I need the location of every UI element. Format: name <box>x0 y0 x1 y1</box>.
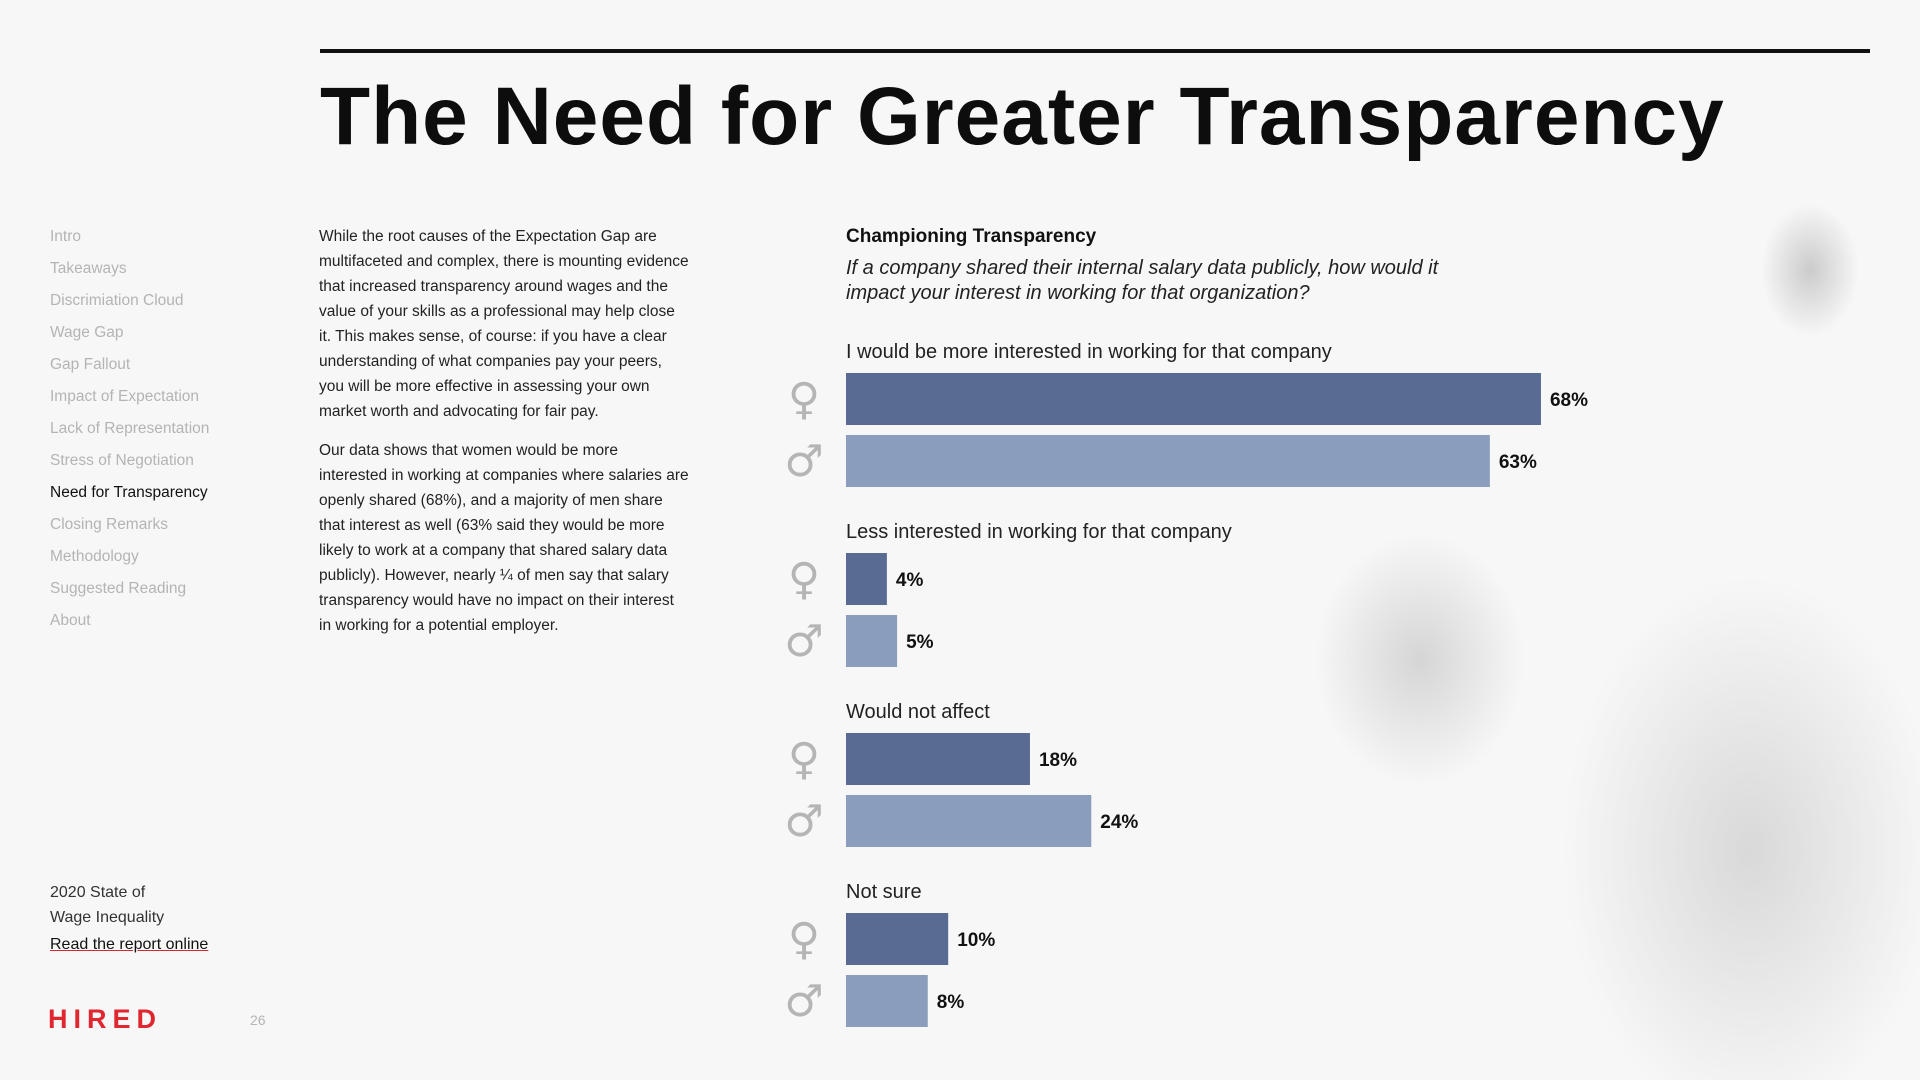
nav-item-lack-of-representation[interactable]: Lack of Representation <box>50 420 210 437</box>
page-number: 26 <box>250 1012 266 1028</box>
bar-women <box>846 373 1541 425</box>
bar-men <box>846 435 1490 487</box>
body-text: While the root causes of the Expectation… <box>319 224 689 652</box>
hired-logo: HIRED <box>48 1004 163 1034</box>
nav-item-closing-remarks[interactable]: Closing Remarks <box>50 516 169 533</box>
male-symbol-icon: ♂ <box>784 976 823 1027</box>
data-label: 10% <box>957 930 995 951</box>
report-title-line1: 2020 State of <box>50 884 146 901</box>
female-symbol-icon: ♀ <box>788 374 820 425</box>
bar-men <box>846 975 928 1027</box>
chart-subtitle: If a company shared their internal salar… <box>846 257 1439 304</box>
report-title-line2: Wage Inequality <box>50 909 165 926</box>
transparency-bar-chart: I would be more interested in working fo… <box>784 341 1588 1027</box>
page-title: The Need for Greater Transparency <box>320 71 1725 162</box>
category-label: Not sure <box>846 881 922 903</box>
bar-women <box>846 913 949 965</box>
data-label: 63% <box>1499 452 1537 473</box>
bar-women <box>846 733 1030 785</box>
data-label: 24% <box>1100 812 1138 833</box>
data-label: 18% <box>1039 750 1077 771</box>
data-label: 4% <box>896 570 924 591</box>
nav-item-suggested-reading[interactable]: Suggested Reading <box>50 580 187 597</box>
nav-item-stress-of-negotiation[interactable]: Stress of Negotiation <box>50 452 194 469</box>
data-label: 5% <box>906 632 934 653</box>
nav-item-need-for-transparency[interactable]: Need for Transparency <box>50 484 208 501</box>
nav-item-gap-fallout[interactable]: Gap Fallout <box>50 356 131 373</box>
male-symbol-icon: ♂ <box>784 796 823 847</box>
female-symbol-icon: ♀ <box>788 734 820 785</box>
nav-item-takeaways[interactable]: Takeaways <box>50 260 127 277</box>
nav-item-wage-gap[interactable]: Wage Gap <box>50 324 124 341</box>
nav-item-discrimiation-cloud[interactable]: Discrimiation Cloud <box>50 292 184 309</box>
female-symbol-icon: ♀ <box>788 914 820 965</box>
male-symbol-icon: ♂ <box>784 616 823 667</box>
female-symbol-icon: ♀ <box>788 554 820 605</box>
nav-item-about[interactable]: About <box>50 612 91 629</box>
chart-title: Championing Transparency <box>846 226 1097 247</box>
category-label: Less interested in working for that comp… <box>846 521 1232 543</box>
bar-women <box>846 553 887 605</box>
data-label: 68% <box>1550 390 1588 411</box>
bar-men <box>846 795 1092 847</box>
body-paragraph-1: While the root causes of the Expectation… <box>319 228 689 420</box>
title-rule <box>320 49 1870 53</box>
data-label: 8% <box>937 992 965 1013</box>
bar-men <box>846 615 898 667</box>
report-info: 2020 State of Wage Inequality Read the r… <box>50 880 208 957</box>
category-label: Would not affect <box>846 701 990 723</box>
body-paragraph-2: Our data shows that women would be more … <box>319 442 689 634</box>
nav-item-intro[interactable]: Intro <box>50 228 82 245</box>
nav-item-methodology[interactable]: Methodology <box>50 548 139 565</box>
male-symbol-icon: ♂ <box>784 436 823 487</box>
nav-item-impact-of-expectation[interactable]: Impact of Expectation <box>50 388 200 405</box>
read-report-link[interactable]: Read the report online <box>50 936 209 953</box>
side-nav: Intro Takeaways Discrimiation Cloud Wage Ga… <box>50 226 209 642</box>
category-label: I would be more interested in working fo… <box>846 341 1332 363</box>
